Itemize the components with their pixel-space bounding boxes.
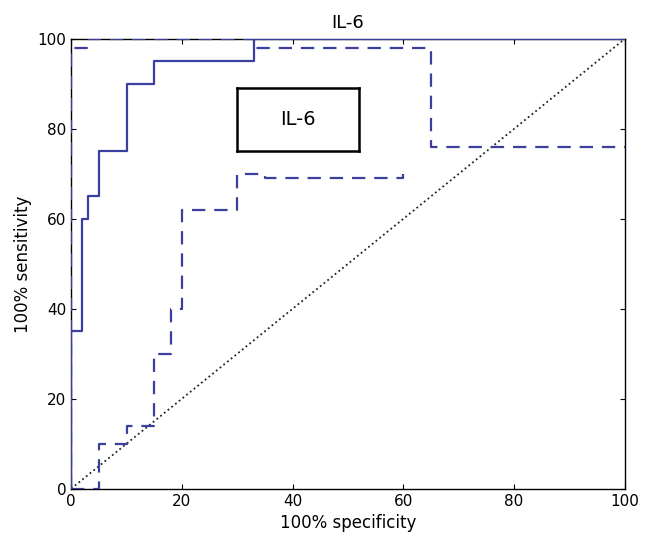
Title: IL-6: IL-6 bbox=[332, 14, 364, 32]
X-axis label: 100% specificity: 100% specificity bbox=[279, 514, 416, 532]
Y-axis label: 100% sensitivity: 100% sensitivity bbox=[14, 195, 32, 333]
